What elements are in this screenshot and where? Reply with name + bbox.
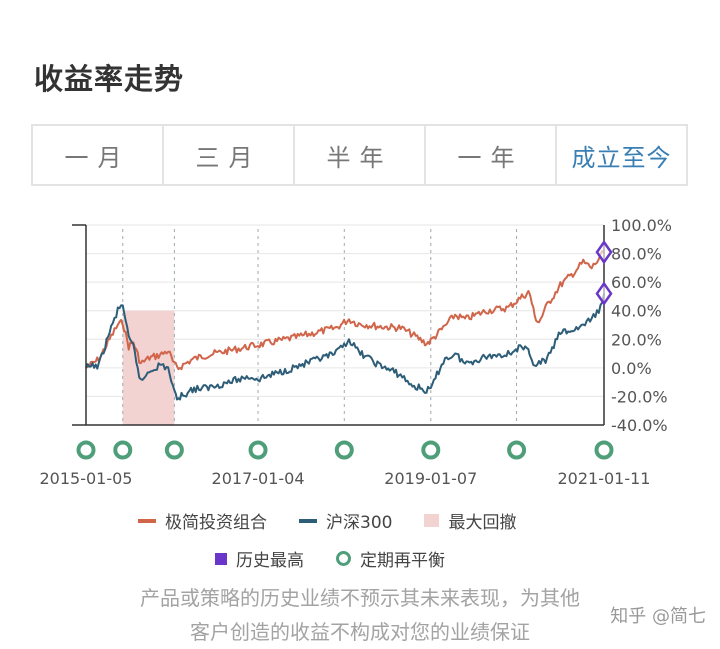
tab-since-inception[interactable]: 成立至今 bbox=[571, 143, 672, 172]
x-tick-label: 2021-01-11 bbox=[558, 469, 651, 488]
rebalance-marker bbox=[113, 440, 133, 460]
legend-item-high[interactable]: 历史最高 bbox=[215, 546, 304, 571]
disclaimer-line-1: 产品或策略的历史业绩不预示其未来表现，为其他 bbox=[140, 586, 580, 610]
y-tick-label: 100.0% bbox=[611, 216, 672, 235]
drawdown-swatch bbox=[424, 514, 440, 527]
rebalance-marker bbox=[334, 440, 354, 460]
series-line bbox=[85, 293, 605, 401]
return-chart: 100.0% 80.0% 60.0% 40.0% 20.0% 0.0% -20.0% -40.… bbox=[40, 216, 673, 488]
y-tick-label: 0.0% bbox=[611, 359, 652, 378]
legend-item-hs300[interactable]: 沪深300 bbox=[299, 508, 392, 533]
y-tick-label: 40.0% bbox=[611, 302, 662, 321]
historical-high-marker bbox=[595, 239, 613, 265]
rebalance-marker bbox=[76, 440, 96, 460]
y-tick-label: -40.0% bbox=[611, 416, 668, 435]
rebalance-marker bbox=[421, 440, 441, 460]
legend-item-drawdown[interactable]: 最大回撤 bbox=[424, 508, 516, 533]
series-layer bbox=[85, 250, 605, 401]
historical-high-marker bbox=[595, 281, 613, 306]
rebalance-marker bbox=[594, 440, 614, 460]
tab-one-year[interactable]: 一年 bbox=[426, 126, 557, 184]
y-tick-label: -20.0% bbox=[611, 387, 668, 406]
legend-item-portfolio[interactable]: 极简投资组合 bbox=[138, 508, 267, 533]
tab-one-month[interactable]: 一月 bbox=[33, 126, 164, 184]
rebalance-marker bbox=[507, 440, 527, 460]
legend-label-portfolio: 极简投资组合 bbox=[165, 513, 267, 533]
x-tick-label: 2019-01-07 bbox=[384, 469, 477, 488]
rebalance-swatch bbox=[336, 551, 351, 566]
legend-row-2: 历史最高 定期再平衡 bbox=[215, 546, 445, 571]
legend-label-hs300: 沪深300 bbox=[326, 513, 393, 533]
y-tick-label: 60.0% bbox=[611, 273, 662, 292]
legend-item-rebalance[interactable]: 定期再平衡 bbox=[336, 546, 445, 571]
legend-label-drawdown: 最大回撤 bbox=[448, 513, 517, 533]
tab-three-months[interactable]: 三月 bbox=[164, 126, 295, 184]
y-tick-label: 20.0% bbox=[611, 330, 662, 349]
period-tabs: 一月 三月 半年 一年 成立至今 bbox=[31, 124, 688, 186]
watermark: 知乎 @简七 bbox=[610, 606, 706, 627]
x-tick-label: 2015-01-05 bbox=[40, 469, 133, 488]
tick-labels: 100.0% 80.0% 60.0% 40.0% 20.0% 0.0% -20.0% -40.… bbox=[40, 216, 673, 488]
tab-half-year[interactable]: 半年 bbox=[295, 126, 426, 184]
portfolio-swatch bbox=[138, 518, 156, 523]
hs300-swatch bbox=[299, 518, 317, 523]
legend-label-high: 历史最高 bbox=[236, 551, 304, 571]
x-tick-label: 2017-01-04 bbox=[212, 469, 305, 488]
page-title: 收益率走势 bbox=[34, 62, 185, 96]
legend-row-1: 极简投资组合 沪深300 最大回撤 bbox=[138, 508, 516, 533]
rebalance-marker bbox=[248, 440, 268, 460]
rebalance-marker bbox=[164, 440, 184, 460]
marker-layer bbox=[76, 239, 614, 460]
legend-label-rebalance: 定期再平衡 bbox=[360, 551, 445, 571]
disclaimer-line-2: 客户创造的收益不构成对您的业绩保证 bbox=[190, 620, 530, 644]
y-tick-label: 80.0% bbox=[611, 245, 662, 264]
high-swatch bbox=[215, 552, 227, 565]
series-line bbox=[85, 250, 605, 371]
